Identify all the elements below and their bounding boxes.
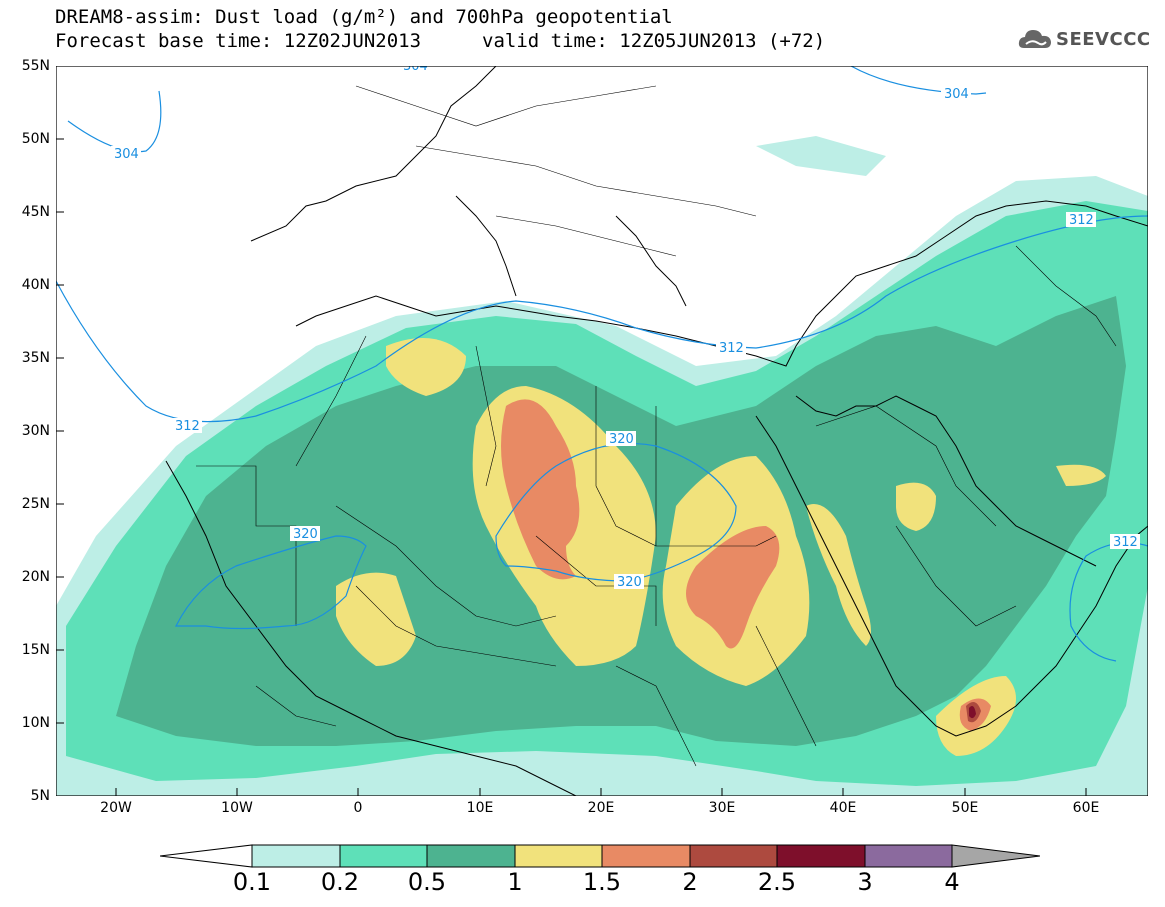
legend-label: 2.5 [757,868,797,896]
legend-high-arrow [951,844,1040,868]
legend-low-arrow [160,844,253,868]
lat-label: 15N [21,642,50,658]
legend-swatch [776,844,866,868]
coastlines [165,66,1148,796]
contour-label: 312 [719,341,744,356]
lon-label: 40E [829,800,857,816]
seevccc-logo: SEEVCCC [1018,26,1151,52]
legend-swatch [601,844,691,868]
lat-label: 45N [21,204,50,220]
color-legend [160,844,1040,868]
lon-label: 20E [587,800,615,816]
contour-label: 320 [617,575,642,590]
lat-label: 50N [21,131,50,147]
lon-label: 50E [951,800,979,816]
forecast-base-time: Forecast base time: 12Z02JUN2013 [55,30,422,52]
contour-label: 304 [944,87,969,102]
contour-label: 312 [175,419,200,434]
lon-label: 10W [221,800,253,816]
legend-swatch [251,844,341,868]
contour-label: 320 [293,527,318,542]
map-title: DREAM8-assim: Dust load (g/m²) and 700hP… [55,6,673,28]
lon-label: 0 [353,800,363,816]
legend-label: 1 [507,868,523,896]
lon-label: 20W [100,800,132,816]
dust-load-map: 304 304 304 312 312 312 312 320 320 320 [56,66,1148,796]
lat-label: 10N [21,715,50,731]
lat-label: 20N [21,569,50,585]
legend-label: 0.5 [407,868,447,896]
legend-label: 1.5 [582,868,622,896]
lat-label: 35N [21,350,50,366]
contour-label: 312 [1113,535,1138,550]
lat-label: 25N [21,496,50,512]
dust-shading-3 [969,706,976,719]
legend-swatch [864,844,953,868]
lat-label: 55N [21,58,50,74]
lat-label: 40N [21,277,50,293]
contour-label: 304 [403,66,428,74]
legend-label: 0.2 [320,868,360,896]
lon-label: 60E [1072,800,1100,816]
legend-label: 4 [944,868,960,896]
legend-label: 0.1 [232,868,272,896]
legend-label: 2 [682,868,698,896]
legend-swatch [514,844,603,868]
contour-label: 320 [609,432,634,447]
contour-label: 304 [114,147,139,162]
legend-swatch [426,844,516,868]
legend-swatch [689,844,778,868]
lon-label: 30E [708,800,736,816]
logo-text: SEEVCCC [1056,28,1151,50]
contour-label: 312 [1069,213,1094,228]
cloud-icon [1018,30,1051,48]
lon-label: 10E [466,800,494,816]
valid-time: valid time: 12Z05JUN2013 (+72) [482,30,826,52]
lat-label: 5N [30,788,50,804]
contour-labels: 304 304 304 312 312 312 312 320 320 320 [111,66,1140,590]
legend-label: 3 [857,868,873,896]
legend-swatch [339,844,428,868]
lat-label: 30N [21,423,50,439]
tick-marks [56,66,1087,796]
